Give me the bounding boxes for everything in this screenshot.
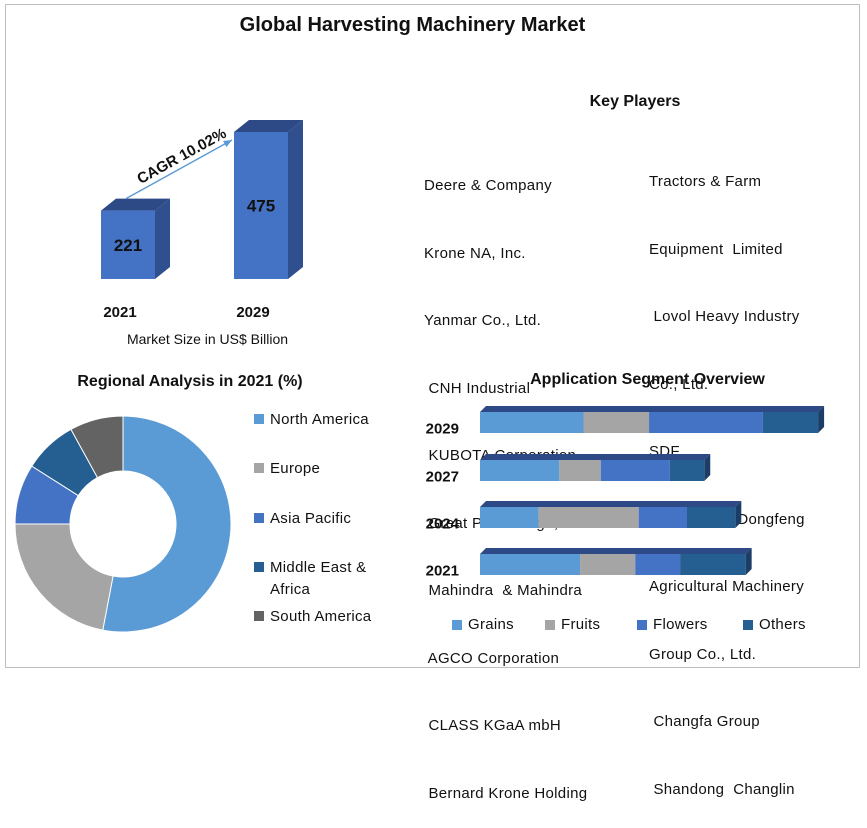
legend-label: Asia Pacific bbox=[270, 510, 352, 527]
legend-swatch bbox=[743, 619, 753, 630]
key-player-item: Yanmar Co., Ltd. bbox=[424, 312, 542, 329]
key-player-item: Equipment Limited bbox=[649, 240, 783, 258]
legend-item: Grains bbox=[452, 616, 514, 633]
legend-swatch bbox=[254, 562, 264, 572]
key-player-item: Bernard Krone Holding bbox=[424, 784, 588, 802]
market-size-caption: Market Size in US$ Billion bbox=[126, 331, 289, 347]
key-player-item: SDF bbox=[649, 443, 680, 460]
legend-swatch bbox=[545, 619, 555, 630]
legend-label: Europe bbox=[270, 460, 321, 477]
legend-item: Fruits bbox=[545, 616, 600, 633]
legend-item: South America bbox=[254, 606, 390, 628]
legend-label: South America bbox=[270, 608, 372, 625]
legend-swatch bbox=[254, 513, 264, 523]
bar-category-label: 2021 bbox=[103, 304, 136, 321]
cagr-arrow-line bbox=[125, 139, 233, 200]
key-player-item: Great Plains Mfg. ,Inc. bbox=[424, 514, 584, 532]
cagr-arrow-head bbox=[223, 140, 232, 148]
legend-label: Flowers bbox=[653, 616, 708, 633]
key-player-item: CLASS KGaA mbH bbox=[424, 717, 562, 734]
market-bar-2021 bbox=[101, 210, 155, 279]
legend-swatch bbox=[254, 414, 264, 424]
key-player-item: Lovol Heavy Industry bbox=[649, 308, 800, 325]
bar-category-label: 2029 bbox=[236, 304, 269, 321]
regional-analysis-title: Regional Analysis in 2021 (%) bbox=[77, 373, 303, 390]
key-players-title: Key Players bbox=[589, 93, 681, 110]
bar-top bbox=[101, 198, 170, 211]
application-segment-title: Application Segment Overview bbox=[530, 371, 765, 388]
legend-swatch bbox=[452, 619, 462, 630]
legend-item: Middle East & Africa bbox=[254, 557, 390, 601]
key-player-item: CNH Industrial bbox=[424, 379, 531, 397]
key-player-item: Group Co., Ltd. bbox=[649, 645, 757, 663]
market-bar-2029 bbox=[234, 132, 288, 279]
bar-side bbox=[155, 198, 170, 279]
bar-value-label: 475 bbox=[247, 197, 275, 216]
market-size-chart: 221 2021 475 2029 CAGR 10.02% bbox=[101, 120, 303, 321]
legend-item: Asia Pacific bbox=[254, 508, 390, 530]
legend-label: Middle East & Africa bbox=[270, 559, 367, 598]
legend-label: Grains bbox=[468, 616, 514, 633]
legend-label: Fruits bbox=[561, 616, 601, 633]
key-player-item: Co., Ltd. bbox=[649, 375, 709, 393]
key-player-item: Mahindra & Mahindra bbox=[424, 582, 583, 599]
legend-item: Others bbox=[743, 616, 806, 633]
key-player-item: AGCO Corporation bbox=[424, 649, 560, 667]
key-players-right-column: Tractors & Farm Equipment Limited Lovol … bbox=[649, 126, 805, 824]
key-player-item: Shandong Changlin bbox=[649, 780, 795, 798]
legend-swatch bbox=[254, 463, 264, 473]
key-player-item: Agricultural Machinery bbox=[649, 578, 804, 595]
key-player-item: Changfa Group bbox=[649, 713, 760, 730]
key-player-item: KUBOTA Corporation bbox=[424, 447, 577, 464]
key-player-item: Changzhou Dongfeng bbox=[649, 510, 805, 528]
key-player-item: Deere & Company bbox=[424, 177, 552, 194]
key-player-item: Tractors & Farm bbox=[649, 173, 762, 190]
bar-value-label: 221 bbox=[114, 236, 142, 255]
bar-top bbox=[234, 120, 303, 132]
legend-label: North America bbox=[270, 411, 369, 428]
legend-swatch bbox=[637, 619, 647, 630]
legend-swatch bbox=[254, 611, 264, 621]
main-title: Global Harvesting Machinery Market bbox=[239, 14, 586, 36]
legend-item: Europe bbox=[254, 458, 390, 480]
cagr-label: CAGR 10.02% bbox=[134, 125, 229, 188]
legend-label: Others bbox=[759, 616, 806, 633]
key-player-item: Krone NA, Inc. bbox=[424, 244, 526, 262]
key-players-left-column: Deere & Company Krone NA, Inc. Yanmar Co… bbox=[424, 130, 587, 828]
bar-side bbox=[288, 120, 303, 279]
legend-item: North America bbox=[254, 409, 390, 431]
legend-item: Flowers bbox=[637, 616, 708, 633]
